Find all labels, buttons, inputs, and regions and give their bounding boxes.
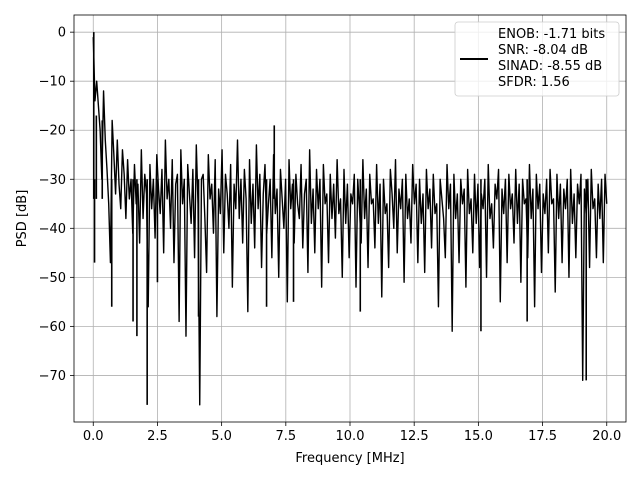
legend-entry-sinad: SINAD: -8.55 dB	[498, 59, 602, 74]
x-tick-label: 7.5	[275, 429, 296, 444]
x-axis-label: Frequency [MHz]	[295, 451, 404, 466]
y-tick-label: −60	[39, 320, 66, 335]
legend-entry-sfdr: SFDR: 1.56	[498, 75, 570, 90]
x-tick-label: 12.5	[400, 429, 429, 444]
y-axis-ticks: 0 −10 −20 −30 −40 −50 −60 −70	[39, 26, 74, 384]
x-tick-label: 10.0	[336, 429, 365, 444]
x-tick-label: 17.5	[528, 429, 557, 444]
x-tick-label: 5.0	[211, 429, 232, 444]
y-tick-label: −20	[39, 124, 66, 139]
legend-box	[454, 21, 620, 97]
x-tick-label: 20.0	[592, 429, 621, 444]
psd-series	[92, 32, 608, 406]
x-tick-label: 15.0	[464, 429, 493, 444]
y-tick-label: −30	[39, 173, 66, 188]
y-tick-label: −50	[39, 271, 66, 286]
y-tick-label: −70	[39, 369, 66, 384]
y-axis-label: PSD [dB]	[15, 190, 30, 248]
x-tick-label: 0.0	[83, 429, 104, 444]
legend-entry-enob: ENOB: -1.71 bits	[498, 27, 605, 42]
x-axis-ticks: 0.0 2.5 5.0 7.5 10.0 12.5 15.0 17.5 20.0	[83, 422, 621, 444]
y-tick-label: −10	[39, 75, 66, 90]
x-tick-label: 2.5	[147, 429, 168, 444]
y-tick-label: 0	[58, 26, 66, 41]
y-tick-label: −40	[39, 222, 66, 237]
psd-trace	[92, 37, 608, 406]
legend: ENOB: -1.71 bits SNR: -8.04 dB SINAD: -8…	[454, 21, 620, 97]
legend-entry-snr: SNR: -8.04 dB	[498, 43, 588, 58]
